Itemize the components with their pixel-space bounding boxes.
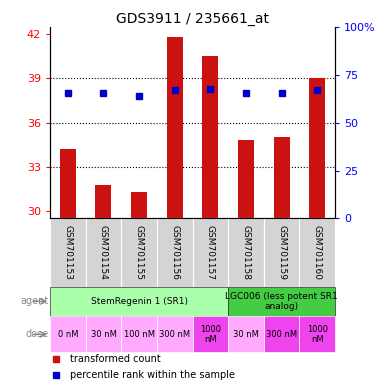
Text: 300 nM: 300 nM: [266, 330, 297, 339]
Text: transformed count: transformed count: [70, 354, 161, 364]
Bar: [167, 37, 183, 218]
Text: GSM701154: GSM701154: [99, 225, 108, 280]
Text: 30 nM: 30 nM: [233, 330, 259, 339]
Bar: [121, 316, 157, 353]
Bar: [300, 316, 335, 353]
Text: GSM701160: GSM701160: [313, 225, 321, 280]
Bar: [50, 286, 228, 316]
Bar: [50, 218, 85, 286]
Text: LGC006 (less potent SR1
analog): LGC006 (less potent SR1 analog): [225, 292, 338, 311]
Text: 100 nM: 100 nM: [124, 330, 155, 339]
Text: GSM701158: GSM701158: [241, 225, 250, 280]
Bar: [95, 185, 112, 218]
Bar: [309, 78, 325, 218]
Bar: [50, 316, 85, 353]
Text: agent: agent: [20, 296, 48, 306]
Text: dose: dose: [25, 329, 48, 339]
Text: GSM701159: GSM701159: [277, 225, 286, 280]
Bar: [264, 316, 300, 353]
Title: GDS3911 / 235661_at: GDS3911 / 235661_at: [116, 12, 269, 26]
Text: GSM701156: GSM701156: [170, 225, 179, 280]
Text: 300 nM: 300 nM: [159, 330, 190, 339]
Bar: [60, 149, 76, 218]
Text: GSM701157: GSM701157: [206, 225, 215, 280]
Text: GSM701153: GSM701153: [64, 225, 72, 280]
Text: StemRegenin 1 (SR1): StemRegenin 1 (SR1): [90, 297, 187, 306]
Bar: [131, 192, 147, 218]
Text: 30 nM: 30 nM: [90, 330, 116, 339]
Bar: [228, 218, 264, 286]
Text: 1000
nM: 1000 nM: [306, 325, 328, 344]
Bar: [85, 316, 121, 353]
Bar: [192, 218, 228, 286]
Text: GSM701155: GSM701155: [135, 225, 144, 280]
Text: percentile rank within the sample: percentile rank within the sample: [70, 370, 235, 380]
Bar: [157, 218, 192, 286]
Text: 0 nM: 0 nM: [58, 330, 78, 339]
Bar: [273, 137, 290, 218]
Bar: [192, 316, 228, 353]
Bar: [157, 316, 192, 353]
Bar: [228, 316, 264, 353]
Bar: [228, 286, 335, 316]
Text: 1000
nM: 1000 nM: [200, 325, 221, 344]
Bar: [264, 218, 300, 286]
Bar: [238, 140, 254, 218]
Bar: [202, 56, 218, 218]
Bar: [300, 218, 335, 286]
Bar: [121, 218, 157, 286]
Bar: [85, 218, 121, 286]
